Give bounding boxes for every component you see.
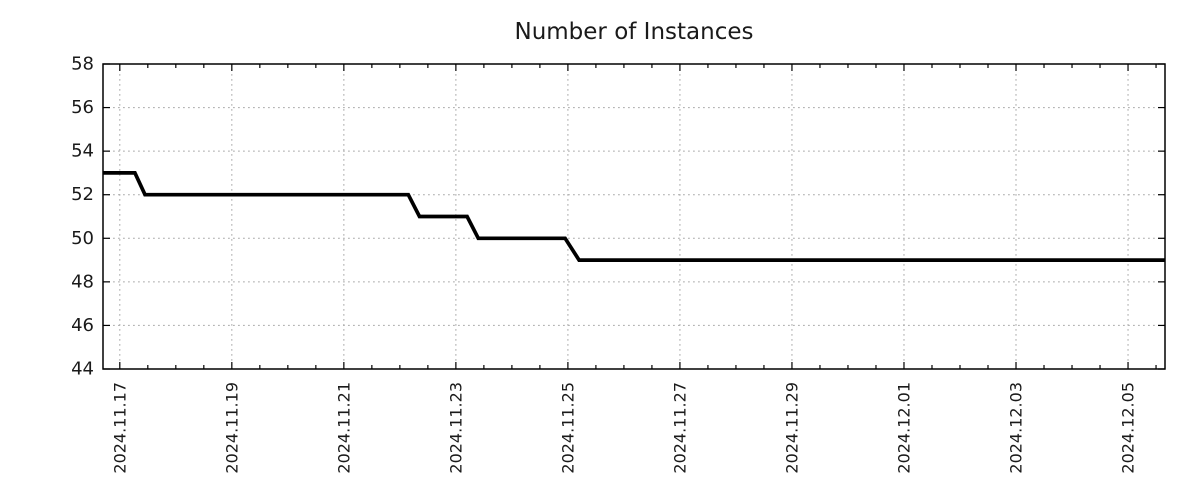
data-series: [103, 171, 1165, 262]
plot-frame: [102, 63, 1166, 370]
x-tick-label: 2024.12.05: [1119, 382, 1138, 474]
y-axis-labels: 44 46 48 50 52 54 56 58: [71, 54, 94, 380]
y-tick-label: 54: [71, 141, 94, 162]
x-tick-label: 2024.11.21: [334, 382, 353, 474]
chart-title: Number of Instances: [515, 19, 754, 45]
series-line-instances: [103, 171, 1165, 262]
x-tick-label: 2024.12.03: [1007, 382, 1026, 474]
x-tick-label: 2024.11.17: [110, 382, 129, 474]
y-tick-label: 48: [71, 271, 94, 292]
y-tick-label: 58: [71, 54, 94, 75]
x-axis-labels: 2024.11.17 2024.11.19 2024.11.21 2024.11.23…: [110, 382, 1137, 474]
x-tick-label: 2024.11.29: [782, 382, 801, 474]
y-tick-label: 52: [71, 184, 94, 205]
axis-ticks: [103, 63, 1165, 370]
x-tick-label: 2024.11.23: [446, 382, 465, 474]
y-tick-label: 46: [71, 315, 94, 336]
x-tick-label: 2024.11.25: [558, 382, 577, 474]
x-tick-label: 2024.12.01: [894, 382, 913, 474]
x-tick-label: 2024.11.19: [222, 382, 241, 474]
gridlines: [103, 64, 1165, 369]
x-tick-label: 2024.11.27: [670, 382, 689, 474]
y-tick-label: 44: [71, 359, 94, 380]
y-tick-label: 50: [71, 228, 94, 249]
y-tick-label: 56: [71, 97, 94, 118]
